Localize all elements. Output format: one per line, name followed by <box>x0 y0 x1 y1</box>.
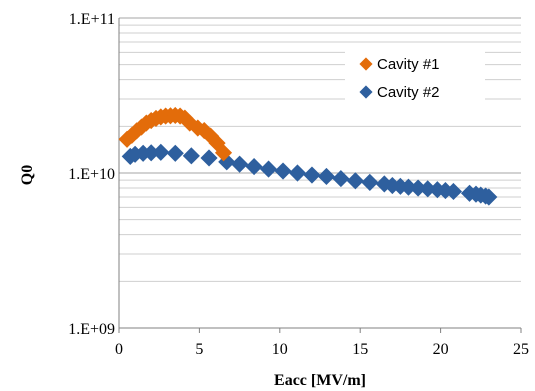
y-axis-title: Q0 <box>19 165 36 185</box>
legend-marker <box>359 85 373 99</box>
data-point <box>195 121 213 140</box>
x-axis-title: Eacc [MV/m] <box>274 372 366 389</box>
legend-marker <box>359 57 373 71</box>
y-tick-label: 1.E+10 <box>68 166 115 183</box>
legend-label: Cavity #1 <box>377 56 440 73</box>
y-tick-label: 1.E+11 <box>69 11 115 28</box>
data-point <box>346 172 364 190</box>
data-point <box>152 143 170 161</box>
x-tick-label: 5 <box>195 341 203 358</box>
data-points <box>118 106 498 206</box>
data-point <box>274 162 292 180</box>
legend-label: Cavity #2 <box>377 84 440 101</box>
x-tick-label: 20 <box>433 341 449 358</box>
x-tick-label: 10 <box>272 341 288 358</box>
x-tick-label: 0 <box>115 341 123 358</box>
data-point <box>259 160 278 178</box>
x-tick-label: 15 <box>352 341 368 358</box>
series-2 <box>121 143 498 206</box>
legend-box <box>345 49 485 107</box>
x-tick-label: 25 <box>513 341 529 358</box>
data-point <box>317 167 335 186</box>
data-point <box>231 155 249 173</box>
data-point <box>245 158 263 176</box>
series-1 <box>118 106 233 162</box>
data-point <box>200 149 218 167</box>
data-point <box>332 170 350 188</box>
y-tick-label: 1.E+09 <box>68 321 115 338</box>
axes <box>118 18 522 333</box>
data-point <box>182 147 200 165</box>
legend-entry: Cavity #2 <box>359 84 440 101</box>
tick-labels: 0 5 10 15 20 25 1.E+09 1.E+10 1.E+11 <box>68 11 529 358</box>
data-point <box>444 182 463 201</box>
legend: Cavity #1 Cavity #2 <box>345 49 485 107</box>
data-point <box>303 166 321 184</box>
data-point <box>166 144 184 162</box>
legend-entry: Cavity #1 <box>359 56 440 73</box>
data-point <box>214 144 233 162</box>
data-point <box>480 188 498 206</box>
data-point <box>288 164 307 182</box>
data-point <box>361 173 379 191</box>
